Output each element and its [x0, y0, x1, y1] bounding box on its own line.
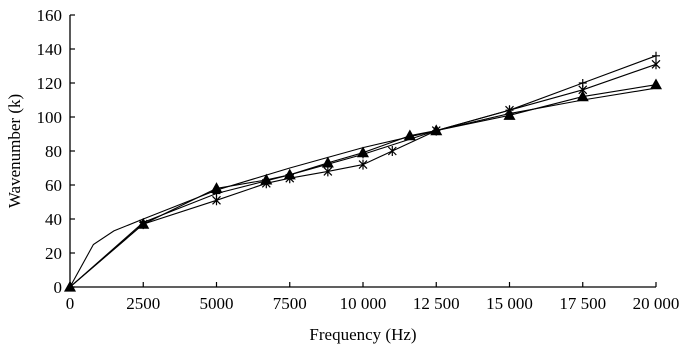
x-tick-label: 17 500: [559, 294, 606, 313]
series-1: [69, 51, 660, 288]
data-point-star: [212, 195, 221, 206]
x-tick-label: 7500: [273, 294, 307, 313]
data-point-triangle: [283, 168, 296, 180]
y-tick-label: 60: [45, 176, 62, 195]
y-tick-label: 160: [37, 6, 63, 25]
data-point-triangle: [503, 109, 516, 120]
series-3: [69, 78, 663, 288]
data-point-star: [323, 166, 333, 177]
data-point-star: [358, 159, 368, 170]
data-point-triangle: [260, 173, 273, 185]
series-4: [69, 87, 657, 288]
y-tick-label: 20: [45, 244, 62, 263]
y-tick-label: 120: [37, 74, 63, 93]
x-tick-label: 2500: [126, 294, 160, 313]
series-line: [69, 84, 657, 288]
series-layer: [63, 51, 663, 292]
x-tick-label: 10 000: [340, 294, 387, 313]
x-tick-label: 12 500: [413, 294, 460, 313]
y-axis-title: Wavenumber (k): [5, 94, 24, 208]
x-axis-title: Frequency (Hz): [309, 325, 416, 344]
x-tick-label: 15 000: [486, 294, 533, 313]
data-point-triangle: [576, 90, 589, 102]
series-line: [69, 55, 657, 288]
y-tick-label: 80: [45, 142, 62, 161]
data-point-triangle: [649, 78, 663, 90]
x-tick-label: 0: [66, 294, 75, 313]
data-point-triangle: [137, 217, 150, 229]
series-line: [69, 87, 657, 288]
data-point-triangle: [321, 156, 334, 168]
data-point-plus: [652, 51, 660, 60]
y-tick-label: 100: [37, 108, 63, 127]
ticks: 0 2500 5000 7500 10 000 12 500 15 000 17 500 20 …: [37, 6, 679, 313]
series-line: [69, 63, 657, 288]
y-tick-label: 0: [54, 278, 63, 297]
data-point-star: [651, 59, 661, 70]
origin-marker: [63, 280, 77, 292]
data-point-triangle: [210, 182, 223, 193]
data-point-triangle: [356, 146, 370, 158]
y-tick-label: 140: [37, 40, 63, 59]
data-point-star: [387, 146, 397, 156]
x-tick-label: 5000: [200, 294, 234, 313]
x-tick-label: 20 000: [633, 294, 679, 313]
series-2: [69, 59, 661, 288]
y-tick-label: 40: [45, 210, 62, 229]
